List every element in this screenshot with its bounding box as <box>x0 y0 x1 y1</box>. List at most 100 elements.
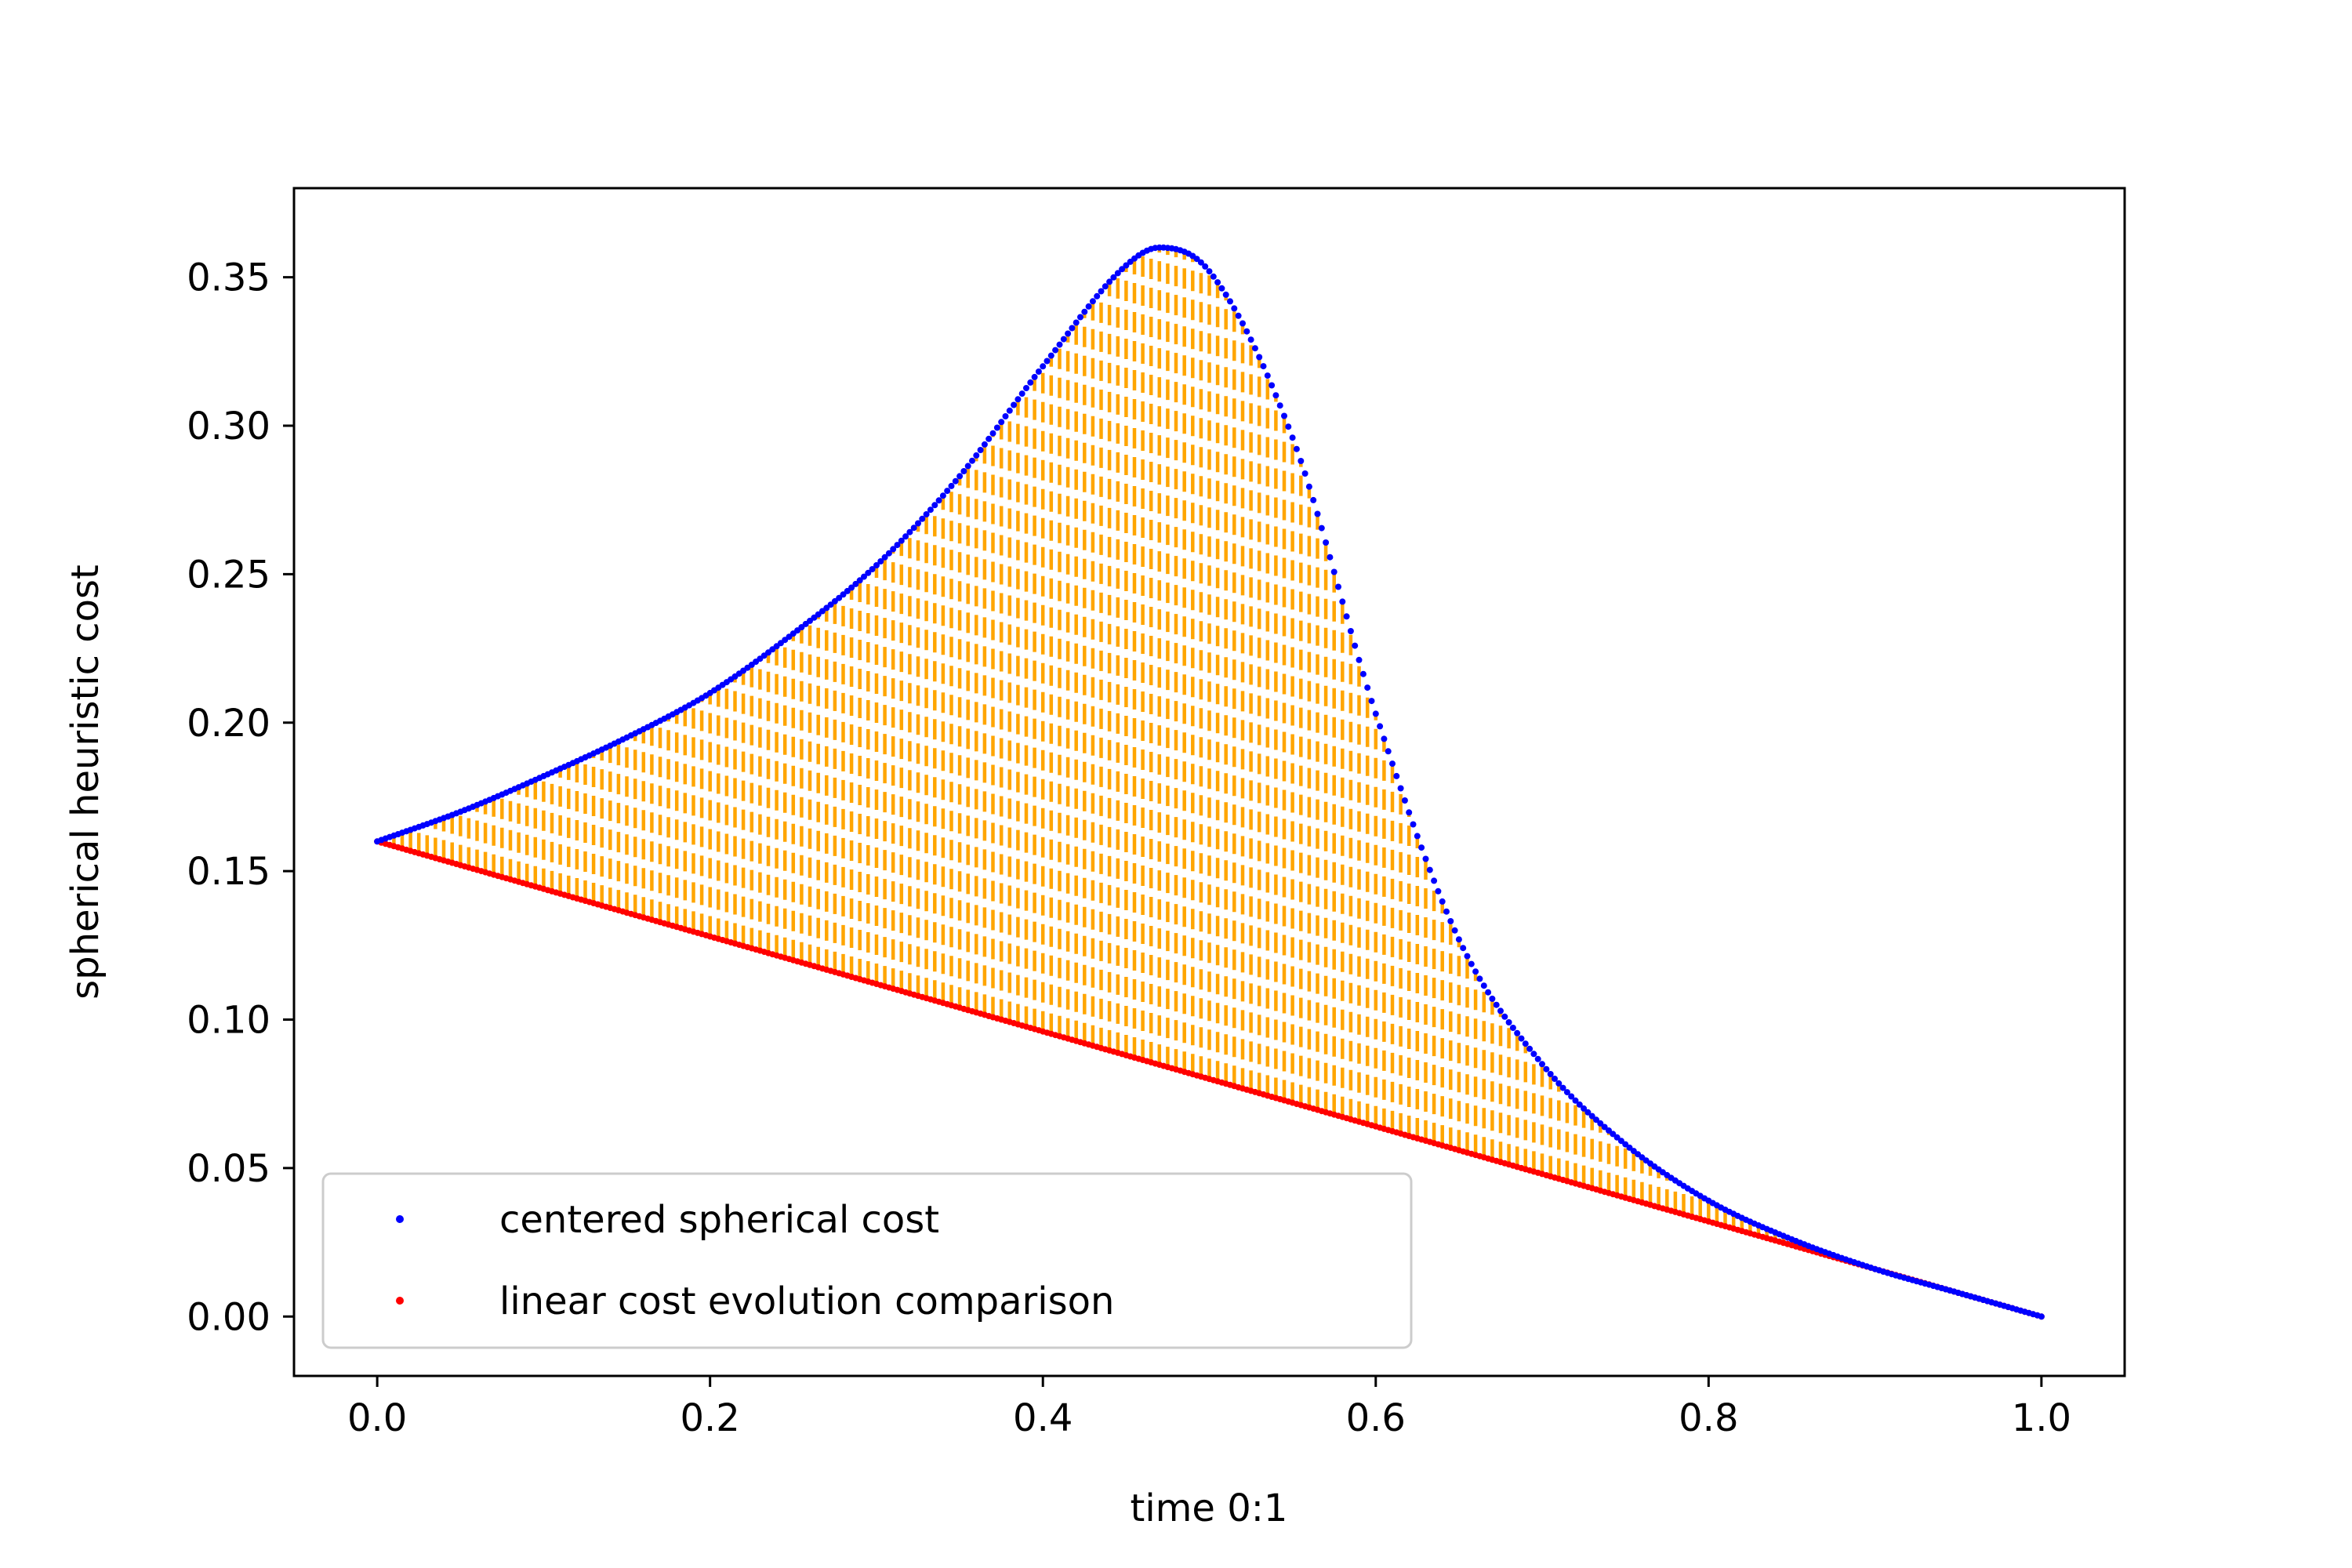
spherical-cost-point <box>1073 319 1080 326</box>
spherical-cost-point <box>1547 1071 1554 1077</box>
spherical-cost-point <box>1197 259 1204 266</box>
spherical-cost-point <box>869 566 876 572</box>
spherical-cost-point <box>1040 363 1047 370</box>
y-axis-label: spherical heuristic cost <box>64 564 107 1000</box>
spherical-cost-point <box>1588 1112 1595 1120</box>
x-tick-label: 0.4 <box>1013 1396 1073 1440</box>
spherical-cost-point <box>1414 833 1421 840</box>
spherical-cost-point <box>861 573 867 580</box>
spherical-cost-point <box>1464 953 1471 960</box>
spherical-cost-point <box>1377 723 1384 730</box>
spherical-cost-point <box>1501 1013 1508 1020</box>
spherical-cost-point <box>1264 372 1271 379</box>
spherical-cost-point <box>1285 423 1292 430</box>
spherical-cost-point <box>1018 390 1025 397</box>
spherical-cost-point <box>1085 303 1092 310</box>
spherical-cost-point <box>939 492 946 499</box>
spherical-cost-point <box>1272 392 1279 399</box>
spherical-cost-point <box>856 577 863 584</box>
spherical-cost-point <box>865 569 872 576</box>
spherical-cost-point <box>1314 510 1321 517</box>
spherical-cost-point <box>1572 1097 1579 1104</box>
y-tick-label: 0.30 <box>187 405 270 448</box>
spherical-cost-point <box>1081 308 1088 315</box>
legend-marker-centered-spherical-cost <box>396 1215 404 1223</box>
spherical-cost-point <box>969 457 975 464</box>
spherical-cost-point <box>885 550 892 557</box>
spherical-cost-point <box>1247 336 1254 343</box>
spherical-cost-point <box>956 473 964 480</box>
spherical-cost-point <box>1534 1055 1541 1062</box>
spherical-cost-point <box>1447 918 1454 924</box>
spherical-cost-point <box>1310 496 1317 503</box>
spherical-cost-point <box>852 580 859 587</box>
spherical-cost-point <box>1455 936 1462 943</box>
spherical-cost-point <box>1385 748 1392 755</box>
plot-frame <box>292 187 2126 1377</box>
y-tick-label: 0.20 <box>187 702 270 746</box>
spherical-cost-point <box>877 558 884 564</box>
spherical-cost-point <box>1098 288 1105 295</box>
spherical-cost-point <box>1422 855 1429 862</box>
spherical-cost-point <box>1023 385 1029 391</box>
spherical-cost-point <box>1356 656 1363 663</box>
spherical-cost-point <box>1227 298 1233 305</box>
spherical-cost-point <box>1393 772 1400 779</box>
spherical-cost-point <box>1622 1141 1629 1148</box>
spherical-cost-point <box>1202 263 1209 270</box>
spherical-cost-point <box>1410 821 1417 828</box>
spherical-cost-point <box>1060 336 1067 343</box>
spherical-cost-point <box>894 542 901 549</box>
spherical-cost-point <box>1563 1089 1570 1096</box>
spherical-cost-point <box>1606 1127 1612 1134</box>
spherical-cost-point <box>1106 278 1113 285</box>
spherical-cost-point <box>1401 797 1408 804</box>
spherical-cost-point <box>964 463 971 470</box>
spherical-cost-point <box>1505 1019 1512 1025</box>
spherical-cost-point <box>1443 908 1450 915</box>
spherical-cost-point <box>1193 256 1200 263</box>
spherical-cost-point <box>1381 735 1388 742</box>
x-tick-label: 0.0 <box>347 1396 407 1440</box>
spherical-cost-point <box>1035 368 1042 375</box>
spherical-cost-point <box>1610 1131 1617 1138</box>
spherical-cost-point <box>1568 1093 1575 1100</box>
spherical-cost-point <box>1056 341 1063 348</box>
spherical-cost-point <box>1343 613 1350 620</box>
spherical-cost-point <box>1497 1007 1504 1014</box>
x-tick-label: 0.6 <box>1346 1396 1406 1440</box>
x-axis-label: time 0:1 <box>1131 1486 1288 1530</box>
spherical-cost-point <box>1052 347 1059 354</box>
spherical-cost-point <box>898 537 905 544</box>
spherical-cost-point <box>1210 273 1217 280</box>
spherical-cost-point <box>1581 1105 1588 1112</box>
spherical-cost-point <box>1235 312 1242 319</box>
spherical-cost-point <box>1543 1065 1550 1073</box>
spherical-cost-point <box>1289 434 1296 441</box>
spherical-cost-point <box>1617 1138 1624 1145</box>
spherical-cost-point <box>1256 354 1263 361</box>
spherical-cost-point <box>840 591 847 598</box>
spherical-cost-point <box>1368 698 1375 705</box>
spherical-cost-point <box>1559 1084 1566 1091</box>
spherical-cost-point <box>1231 305 1238 312</box>
spherical-cost-point <box>1251 345 1258 352</box>
spherical-cost-point <box>1281 412 1287 419</box>
spherical-cost-point <box>1555 1080 1563 1087</box>
spherical-cost-point <box>1276 402 1283 409</box>
spherical-cost-point <box>1069 325 1076 332</box>
spherical-cost-point <box>1597 1120 1604 1127</box>
spherical-cost-point <box>1123 262 1130 269</box>
spherical-cost-point <box>985 435 993 442</box>
spherical-cost-point <box>902 533 909 540</box>
spherical-cost-point <box>1014 396 1022 403</box>
y-tick-label: 0.00 <box>187 1295 270 1339</box>
spherical-cost-point <box>1364 684 1371 691</box>
spherical-cost-point <box>844 587 851 594</box>
x-tick-label: 0.8 <box>1679 1396 1738 1440</box>
spherical-cost-point <box>890 546 897 553</box>
fill-between-area <box>383 247 1952 1290</box>
spherical-cost-point <box>1102 283 1109 290</box>
spherical-cost-point <box>1269 382 1276 389</box>
